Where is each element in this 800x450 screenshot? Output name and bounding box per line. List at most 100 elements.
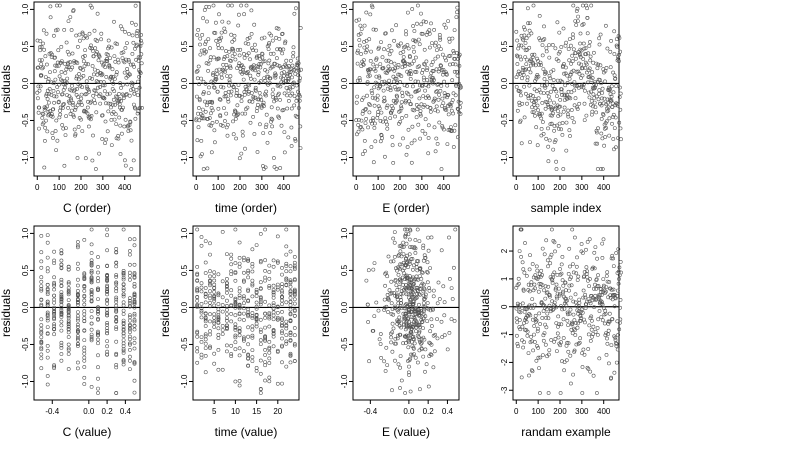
data-point [397, 319, 402, 324]
data-point [524, 319, 529, 324]
data-point [363, 50, 368, 55]
data-point [576, 321, 580, 326]
data-point [96, 276, 100, 280]
data-point [111, 102, 115, 107]
data-point [60, 79, 65, 83]
data-point [604, 23, 608, 28]
data-point [218, 123, 223, 127]
data-point [403, 98, 408, 103]
data-point [224, 307, 229, 312]
data-point [121, 318, 126, 323]
data-point [530, 55, 535, 60]
data-point [39, 352, 44, 357]
data-point [114, 325, 119, 330]
data-point [524, 273, 529, 278]
data-point [134, 57, 139, 62]
data-point [397, 315, 402, 320]
data-point [246, 299, 251, 304]
data-point [558, 391, 563, 395]
data-point [224, 65, 229, 70]
data-point [89, 335, 94, 339]
data-point [363, 107, 368, 112]
data-point [425, 78, 430, 82]
data-point [406, 127, 411, 132]
data-point [127, 342, 132, 347]
data-point [208, 269, 212, 274]
data-point [520, 76, 524, 81]
data-point [589, 314, 594, 319]
data-point [105, 233, 110, 238]
x-axis-title: time (value) [215, 425, 278, 439]
data-point [530, 105, 534, 110]
data-point [204, 61, 209, 66]
data-point [597, 88, 602, 93]
data-point [96, 309, 100, 314]
data-point [440, 335, 445, 339]
data-point [258, 391, 263, 395]
data-point [527, 373, 531, 378]
data-point [549, 307, 553, 312]
data-point [130, 83, 135, 88]
data-point [557, 49, 562, 54]
data-point [226, 89, 231, 94]
data-point [561, 283, 566, 288]
data-point [559, 322, 564, 327]
data-point [546, 144, 551, 149]
data-point [106, 109, 111, 114]
data-point [211, 81, 216, 86]
data-point [220, 279, 225, 284]
data-point [81, 55, 85, 59]
data-point [379, 133, 384, 138]
data-point [80, 85, 85, 90]
data-point [82, 298, 87, 303]
data-point [39, 45, 44, 49]
data-point [541, 131, 546, 136]
data-point [46, 77, 51, 81]
data-point [89, 288, 94, 293]
data-point [265, 69, 270, 74]
data-point [76, 318, 80, 323]
data-point [76, 245, 80, 250]
data-point [70, 65, 75, 70]
data-point [84, 79, 89, 84]
data-point [422, 103, 427, 108]
data-point [441, 101, 446, 106]
data-point [233, 57, 238, 62]
data-point [237, 378, 242, 383]
data-point [229, 256, 234, 261]
data-point [595, 66, 600, 71]
data-point [525, 75, 530, 80]
data-point [419, 286, 424, 291]
data-point [519, 254, 524, 259]
data-point [410, 124, 415, 129]
data-point [590, 85, 595, 90]
data-point [215, 42, 220, 47]
data-point [588, 58, 593, 63]
data-point [543, 85, 548, 90]
data-point [226, 97, 230, 102]
data-point [58, 112, 63, 117]
data-point [526, 282, 531, 287]
data-point [583, 46, 588, 51]
data-point [606, 332, 610, 337]
data-point [569, 43, 573, 48]
data-point [254, 294, 259, 298]
data-point [396, 44, 401, 49]
data-point [375, 97, 380, 102]
data-point [543, 69, 548, 74]
data-point [521, 288, 526, 293]
data-point [562, 98, 567, 103]
data-point [392, 254, 397, 259]
x-tick-label: 300 [415, 183, 429, 192]
data-point [121, 348, 126, 353]
data-point [514, 29, 519, 34]
data-point [220, 46, 225, 51]
data-point [600, 300, 604, 305]
data-point [585, 15, 590, 20]
y-axis-title: residuals [318, 65, 332, 113]
data-point [195, 346, 200, 350]
data-point [558, 112, 563, 117]
data-point [417, 274, 422, 279]
data-point [263, 325, 268, 330]
data-point [368, 103, 372, 108]
